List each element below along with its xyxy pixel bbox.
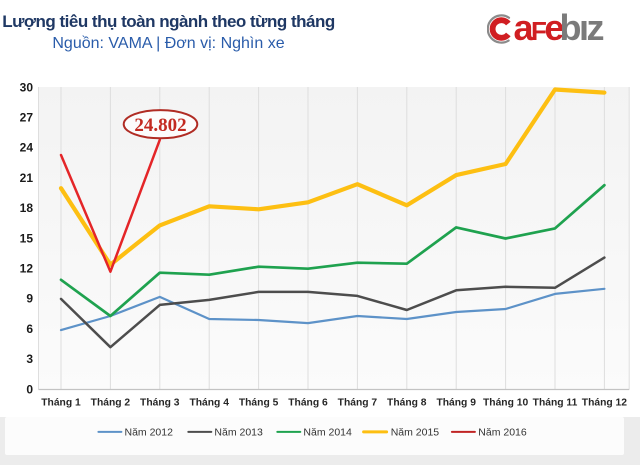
svg-text:Tháng 7: Tháng 7 xyxy=(338,398,378,409)
svg-text:27: 27 xyxy=(20,111,34,125)
svg-text:Tháng 9: Tháng 9 xyxy=(436,398,476,409)
svg-text:Tháng 11: Tháng 11 xyxy=(533,398,578,409)
svg-text:3: 3 xyxy=(26,352,33,366)
svg-text:Tháng 6: Tháng 6 xyxy=(288,398,328,409)
svg-text:12: 12 xyxy=(20,262,34,276)
svg-text:bız: bız xyxy=(560,9,604,48)
svg-text:6: 6 xyxy=(26,322,33,336)
svg-text:0: 0 xyxy=(26,382,33,396)
svg-text:18: 18 xyxy=(20,201,34,215)
svg-text:Tháng 8: Tháng 8 xyxy=(387,398,427,409)
svg-text:9: 9 xyxy=(26,292,33,306)
svg-text:30: 30 xyxy=(20,80,34,94)
svg-text:Tháng 4: Tháng 4 xyxy=(189,398,229,409)
svg-text:Tháng 10: Tháng 10 xyxy=(483,398,528,409)
svg-text:24.802: 24.802 xyxy=(134,115,186,136)
svg-text:15: 15 xyxy=(20,231,34,245)
svg-text:Tháng 5: Tháng 5 xyxy=(239,398,279,409)
svg-text:21: 21 xyxy=(20,171,34,185)
svg-text:Năm 2014: Năm 2014 xyxy=(303,427,352,439)
svg-text:Tháng 1: Tháng 1 xyxy=(41,398,81,409)
svg-text:Năm 2016: Năm 2016 xyxy=(478,427,527,439)
svg-text:24: 24 xyxy=(20,141,34,155)
svg-text:Năm 2013: Năm 2013 xyxy=(214,427,263,439)
svg-text:Tháng 12: Tháng 12 xyxy=(582,398,627,409)
svg-text:Tháng 3: Tháng 3 xyxy=(140,398,180,409)
svg-text:Năm 2015: Năm 2015 xyxy=(391,427,440,439)
svg-text:Năm 2012: Năm 2012 xyxy=(125,427,174,439)
svg-text:aFe: aFe xyxy=(514,9,564,48)
svg-text:Tháng 2: Tháng 2 xyxy=(91,398,131,409)
